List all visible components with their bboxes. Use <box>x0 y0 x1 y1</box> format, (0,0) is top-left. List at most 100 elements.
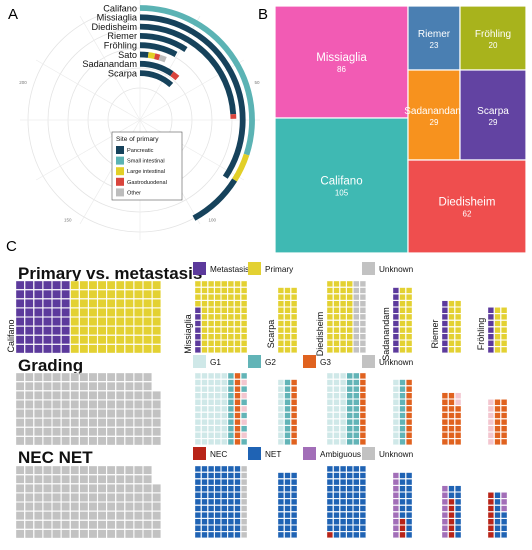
waffle-cell-diedisheim-type <box>353 518 360 525</box>
waffle-cell-diedisheim-type <box>326 485 333 492</box>
waffle-cell-califano-origin <box>152 317 161 326</box>
waffle-cell-sadanandam-origin <box>392 346 399 353</box>
waffle-cell-califano-type <box>52 465 61 475</box>
waffle-cell-califano-origin <box>134 317 143 326</box>
waffle-cell-missiaglia-origin <box>221 333 228 340</box>
waffle-cell-missiaglia-origin <box>241 313 248 320</box>
waffle-cell-diedisheim-origin <box>340 287 347 294</box>
waffle-cell-fröhling-type <box>501 525 508 532</box>
waffle-cell-sadanandam-type <box>399 472 406 479</box>
waffle-cell-califano-origin <box>125 326 134 335</box>
waffle-cell-diedisheim-type <box>326 518 333 525</box>
waffle-cell-missiaglia-grade <box>227 405 234 412</box>
waffle-cell-missiaglia-origin <box>208 340 215 347</box>
waffle-cell-califano-grade <box>34 381 43 391</box>
waffle-cell-sadanandam-type <box>399 479 406 486</box>
waffle-cell-missiaglia-grade <box>227 419 234 426</box>
waffle-cell-califano-origin <box>115 335 125 345</box>
waffle-cell-califano-type <box>15 474 25 484</box>
waffle-cell-missiaglia-type <box>201 498 208 505</box>
waffle-cell-missiaglia-grade <box>194 386 201 393</box>
waffle-cell-califano-type <box>143 465 152 475</box>
waffle-cell-sadanandam-grade <box>406 432 413 439</box>
waffle-cell-diedisheim-grade <box>353 405 360 412</box>
waffle-cell-califano-type <box>15 520 25 530</box>
waffle-cell-califano-origin <box>61 335 70 345</box>
waffle-cell-scarpa-grade <box>277 425 284 432</box>
waffle-cell-diedisheim-origin <box>359 313 366 320</box>
waffle-cell-diedisheim-origin <box>359 307 366 314</box>
waffle-cell-califano-type <box>15 502 25 511</box>
waffle-cell-fröhling-grade <box>501 432 508 439</box>
waffle-cell-missiaglia-grade <box>221 438 228 445</box>
waffle-cell-califano-grade <box>115 391 125 400</box>
waffle-cell-diedisheim-type <box>359 465 366 472</box>
waffle-cell-califano-grade <box>97 381 107 391</box>
waffle-cell-diedisheim-type <box>326 505 333 512</box>
waffle-cell-diedisheim-origin <box>326 300 333 307</box>
waffle-cell-missiaglia-origin <box>201 346 208 353</box>
waffle-cell-califano-origin <box>61 308 70 317</box>
waffle-cell-missiaglia-grade <box>221 405 228 412</box>
waffle-cell-diedisheim-grade <box>333 399 340 406</box>
waffle-cell-sadanandam-grade <box>406 438 413 445</box>
waffle-cell-sadanandam-grade <box>392 399 399 406</box>
waffle-cell-missiaglia-grade <box>227 399 234 406</box>
waffle-cell-missiaglia-origin <box>227 313 234 320</box>
waffle-cell-missiaglia-grade <box>208 419 215 426</box>
waffle-cell-missiaglia-origin <box>221 313 228 320</box>
waffle-cell-califano-grade <box>43 436 52 446</box>
waffle-cell-califano-type <box>24 484 34 493</box>
waffle-cell-missiaglia-type <box>201 518 208 525</box>
waffle-cell-scarpa-origin <box>277 307 284 314</box>
waffle-cell-missiaglia-grade <box>208 399 215 406</box>
waffle-cell-califano-grade <box>15 427 25 437</box>
waffle-cell-diedisheim-grade <box>346 419 353 426</box>
waffle-cell-scarpa-origin <box>291 300 298 307</box>
waffle-cell-fröhling-origin <box>501 340 508 347</box>
waffle-cell-califano-origin <box>97 289 107 299</box>
waffle-cell-riemer-type <box>448 498 455 505</box>
waffle-cell-califano-origin <box>143 317 152 326</box>
waffle-cell-diedisheim-origin <box>333 320 340 327</box>
waffle-cell-scarpa-type <box>277 472 284 479</box>
waffle-cell-riemer-type <box>448 531 455 538</box>
waffle-cell-missiaglia-origin <box>208 333 215 340</box>
waffle-cell-califano-grade <box>88 372 98 382</box>
waffle-cell-califano-grade <box>34 372 43 382</box>
waffle-cell-diedisheim-origin <box>326 307 333 314</box>
waffle-cell-riemer-origin <box>448 327 455 334</box>
waffle-cell-missiaglia-type <box>227 485 234 492</box>
waffle-cell-califano-origin <box>97 308 107 317</box>
waffle-cell-riemer-type <box>441 498 448 505</box>
waffle-cell-califano-grade <box>134 418 143 427</box>
waffle-cell-diedisheim-grade <box>326 432 333 439</box>
waffle-cell-sadanandam-grade <box>392 379 399 386</box>
waffle-cell-califano-type <box>88 465 98 475</box>
legend-swatch-0 <box>116 146 124 154</box>
waffle-cell-califano-grade <box>134 436 143 446</box>
waffle-cell-riemer-type <box>441 525 448 532</box>
waffle-cell-scarpa-type <box>291 479 298 486</box>
waffle-cell-califano-type <box>88 484 98 493</box>
waffle-cell-scarpa-type <box>277 492 284 499</box>
waffle-cell-califano-type <box>152 502 161 511</box>
waffle-cell-diedisheim-type <box>359 512 366 519</box>
waffle-cell-missiaglia-origin <box>214 320 221 327</box>
waffle-cell-califano-type <box>88 511 98 520</box>
waffle-cell-fröhling-grade <box>501 399 508 406</box>
legend-swatch-1-1 <box>248 355 261 368</box>
waffle-cell-missiaglia-grade <box>241 438 248 445</box>
waffle-cell-riemer-type <box>455 512 462 519</box>
waffle-cell-califano-type <box>34 511 43 520</box>
waffle-cell-califano-origin <box>43 289 52 299</box>
study-label-fröhling: Fröhling <box>476 318 486 351</box>
waffle-cell-diedisheim-grade <box>333 419 340 426</box>
waffle-cell-riemer-grade <box>455 392 462 399</box>
waffle-cell-missiaglia-grade <box>208 386 215 393</box>
waffle-cell-fröhling-origin <box>494 313 501 320</box>
waffle-cell-califano-origin <box>97 335 107 345</box>
waffle-cell-califano-grade <box>143 427 152 437</box>
waffle-cell-missiaglia-type <box>201 485 208 492</box>
legend-swatch-2-3 <box>362 447 375 460</box>
